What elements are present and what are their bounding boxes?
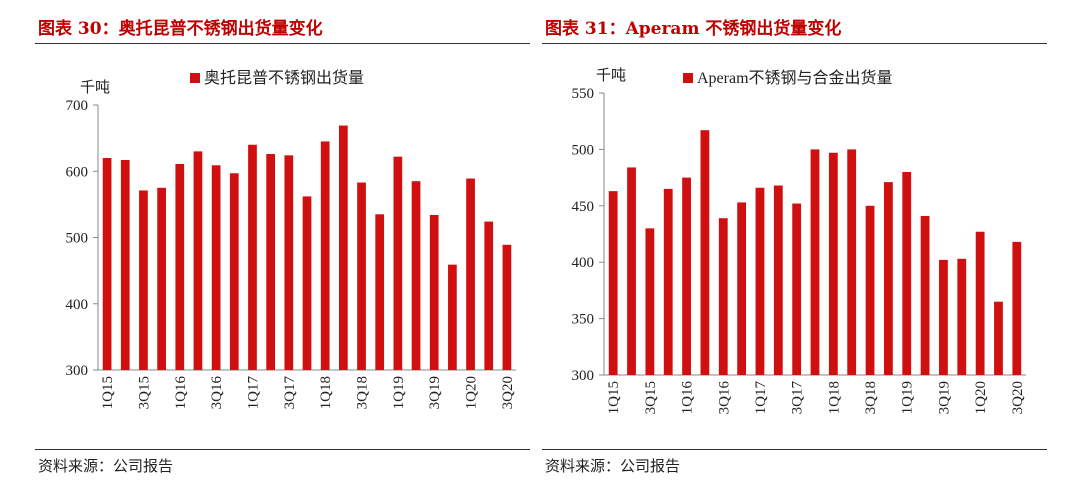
bar-4Q19 [957,258,967,375]
bar-1Q17 [248,144,257,370]
source-rule-right [542,449,1047,450]
x-tick-label: 1Q19 [391,376,407,409]
bar-4Q19 [448,264,457,370]
x-tick-label: 1Q15 [606,381,622,414]
bar-2Q17 [773,185,783,375]
x-tick-label: 3Q20 [1010,381,1026,414]
x-tick-label: 1Q20 [973,381,989,414]
bar-4Q15 [157,187,166,370]
y-tick-label: 550 [572,86,595,102]
x-tick-label: 1Q19 [900,381,916,414]
figure-title-left: 图表 30：奥托昆普不锈钢出货量变化 [38,19,323,39]
bar-1Q17 [755,187,765,375]
y-tick-label: 400 [572,255,595,271]
bar-1Q20 [975,231,985,375]
bar-4Q17 [302,196,312,370]
x-tick-label: 1Q18 [318,376,334,409]
bar-3Q17 [284,155,294,370]
x-tick-label: 1Q15 [100,376,116,409]
bar-3Q15 [645,228,655,375]
title-rule-left [35,43,530,44]
bar-2Q20 [994,301,1003,375]
bar-2Q18 [338,125,348,370]
bar-3Q18 [357,182,366,370]
x-tick-label: 1Q20 [464,376,480,409]
bar-4Q15 [663,188,673,375]
x-tick-label: 1Q16 [680,381,696,415]
bar-3Q19 [939,259,948,375]
y-tick-label: 400 [66,297,89,313]
bar-1Q19 [902,171,912,375]
y-tick-label: 600 [66,164,89,180]
bar-2Q16 [193,151,203,371]
y-tick-label: 700 [66,98,89,114]
bar-2Q15 [120,159,130,370]
bar-4Q17 [810,149,820,375]
x-tick-label: 3Q15 [136,376,152,409]
bar-1Q18 [828,152,838,375]
bar-3Q17 [792,203,802,375]
x-tick-label: 3Q19 [936,381,952,414]
x-tick-label: 3Q17 [790,381,806,415]
bar-1Q20 [466,178,475,370]
bar-chart-left: 300 400 500 600 700 千吨 奥托昆普不锈钢出货量 1Q15 3Q15 1Q16 3… [66,69,516,410]
bar-3Q16 [718,218,728,375]
bar-3Q16 [211,165,221,370]
bar-2Q17 [266,154,276,370]
bar-4Q16 [737,202,747,375]
x-tick-label: 1Q18 [826,381,842,414]
bar-1Q16 [682,177,691,375]
y-tick-label: 500 [572,142,595,158]
title-rule-right [542,43,1047,44]
x-tick-label: 3Q15 [643,381,659,414]
x-tick-label: 3Q16 [716,381,732,415]
bar-3Q18 [865,205,875,375]
source-note-left: 资料来源：公司报告 [38,457,174,475]
x-tick-label: 3Q19 [427,376,443,409]
source-note-right: 资料来源：公司报告 [545,457,681,475]
x-tick-label: 1Q17 [245,376,261,410]
bar-2Q19 [411,181,421,370]
bar-1Q15 [102,158,112,370]
legend-label: 奥托昆普不锈钢出货量 [204,69,364,87]
bar-1Q19 [393,156,403,370]
bar-2Q15 [627,167,636,375]
bar-3Q20 [502,244,512,370]
x-tick-label: 3Q18 [355,376,371,409]
legend-label: Aperam不锈钢与合金出货量 [697,69,893,87]
y-unit-label: 千吨 [596,67,626,84]
figure-title-right: 图表 31：Aperam 不锈钢出货量变化 [545,19,842,39]
x-tick-label: 3Q18 [863,381,879,414]
bar-1Q18 [320,141,330,370]
y-tick-label: 350 [572,312,595,328]
x-tick-label: 3Q16 [209,376,225,410]
x-tick-label: 3Q17 [282,376,298,410]
bar-1Q15 [608,191,618,375]
bar-3Q20 [1012,241,1022,375]
y-tick-label: 450 [572,199,595,215]
x-tick-label: 1Q16 [173,376,189,410]
bar-2Q18 [847,149,857,375]
bar-3Q19 [429,214,439,370]
y-tick-label: 300 [66,363,89,379]
x-tick-label: 3Q20 [500,376,516,409]
legend-swatch [190,73,200,83]
bar-4Q16 [229,173,239,370]
bar-1Q16 [175,163,185,370]
bar-2Q16 [700,130,710,375]
bar-2Q20 [484,221,494,370]
y-tick-label: 500 [66,231,89,247]
source-rule-left [35,449,530,450]
y-unit-label: 千吨 [80,79,110,96]
bar-4Q18 [375,214,385,370]
x-tick-label: 1Q17 [753,381,769,415]
bar-2Q19 [920,215,930,375]
y-tick-label: 300 [572,368,595,384]
bar-4Q18 [883,182,893,375]
legend-swatch [683,73,693,83]
bar-3Q15 [139,190,148,370]
